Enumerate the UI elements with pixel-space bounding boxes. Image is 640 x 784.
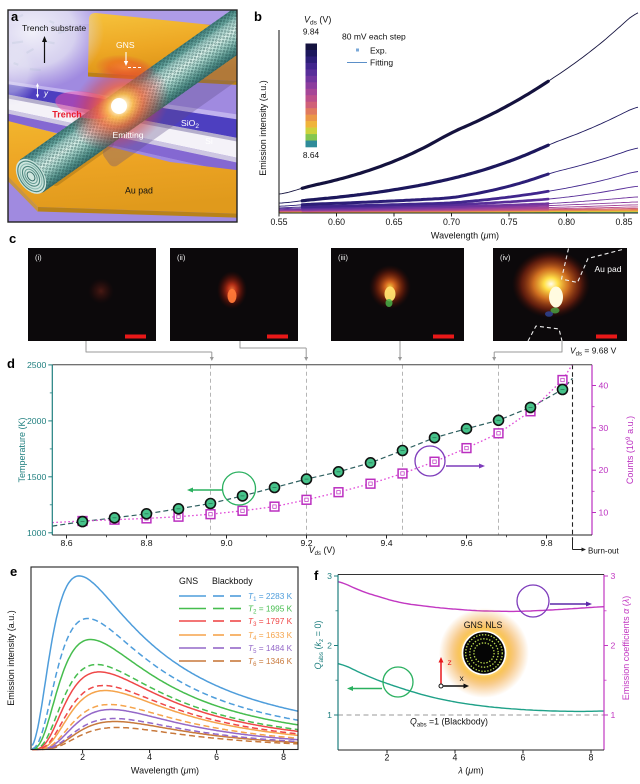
svg-text:T5 = 1484 K: T5 = 1484 K: [248, 643, 293, 655]
svg-text:9.8: 9.8: [540, 538, 552, 548]
svg-text:3: 3: [327, 571, 332, 581]
svg-text:4: 4: [453, 753, 458, 763]
svg-text:1000: 1000: [27, 528, 46, 538]
svg-text:Emission intensity (a.u.): Emission intensity (a.u.): [258, 80, 268, 176]
svg-text:6: 6: [521, 753, 526, 763]
svg-text:8: 8: [589, 753, 594, 763]
svg-text:2: 2: [80, 752, 85, 762]
svg-text:Wavelength (μm): Wavelength (μm): [431, 231, 499, 241]
svg-text:4: 4: [147, 752, 152, 762]
svg-text:8.6: 8.6: [60, 538, 72, 548]
svg-text:8.64: 8.64: [303, 150, 320, 160]
svg-text:8.8: 8.8: [140, 538, 152, 548]
svg-text:8: 8: [281, 752, 286, 762]
svg-text:0.55: 0.55: [270, 217, 287, 227]
svg-text:Emission coefficients α (λ): Emission coefficients α (λ): [621, 596, 631, 700]
svg-text:(iii): (iii): [338, 253, 348, 262]
svg-text:Qabs =1 (Blackbody): Qabs =1 (Blackbody): [410, 717, 488, 729]
svg-text:d: d: [7, 356, 15, 371]
svg-text:f: f: [314, 568, 319, 583]
svg-text:GNS NLS: GNS NLS: [464, 620, 503, 630]
svg-text:2: 2: [611, 641, 616, 651]
svg-text:9.4: 9.4: [380, 538, 392, 548]
svg-text:9.0: 9.0: [220, 538, 232, 548]
svg-text:λ (μm): λ (μm): [457, 766, 483, 776]
svg-text:Emission intensity (a.u.): Emission intensity (a.u.): [6, 610, 16, 706]
svg-text:e: e: [10, 564, 17, 579]
svg-text:Qabs (kz = 0): Qabs (kz = 0): [313, 620, 325, 669]
svg-text:9.2: 9.2: [300, 538, 312, 548]
svg-text:0.80: 0.80: [558, 217, 575, 227]
svg-text:y: y: [43, 89, 49, 98]
svg-text:(i): (i): [35, 253, 42, 262]
svg-text:Trench substrate: Trench substrate: [22, 23, 86, 33]
svg-text:x: x: [460, 673, 465, 683]
svg-text:Exp.: Exp.: [370, 46, 387, 56]
svg-text:10: 10: [599, 508, 609, 518]
svg-text:c: c: [9, 231, 16, 246]
svg-text:T1 = 2283 K: T1 = 2283 K: [248, 591, 293, 603]
svg-text:2: 2: [327, 641, 332, 651]
svg-text:Si: Si: [205, 136, 213, 146]
svg-text:80 mV each step: 80 mV each step: [342, 32, 406, 42]
svg-text:Trench: Trench: [52, 110, 82, 120]
svg-text:9.6: 9.6: [460, 538, 472, 548]
svg-text:z: z: [448, 657, 452, 667]
svg-text:Burn-out: Burn-out: [588, 547, 619, 556]
svg-text:a: a: [11, 9, 19, 24]
svg-text:GNS: GNS: [179, 576, 198, 586]
svg-text:20: 20: [599, 465, 609, 475]
svg-text:2000: 2000: [27, 416, 46, 426]
svg-text:T2 = 1995 K: T2 = 1995 K: [248, 604, 293, 616]
svg-text:Vds (V): Vds (V): [304, 15, 331, 27]
svg-text:2: 2: [385, 753, 390, 763]
svg-text:T6 = 1346 K: T6 = 1346 K: [248, 656, 293, 668]
svg-text:0.60: 0.60: [328, 217, 345, 227]
svg-text:Fitting: Fitting: [370, 58, 393, 68]
svg-text:Au pad: Au pad: [595, 264, 622, 274]
svg-text:0.70: 0.70: [443, 217, 460, 227]
svg-text:0.65: 0.65: [385, 217, 402, 227]
svg-text:Vds (V): Vds (V): [309, 545, 335, 557]
svg-text:SiO2: SiO2: [181, 118, 199, 130]
svg-text:0.75: 0.75: [500, 217, 517, 227]
svg-text:(iv): (iv): [500, 253, 511, 262]
svg-text:T4 = 1633 K: T4 = 1633 K: [248, 630, 293, 642]
svg-text:1500: 1500: [27, 472, 46, 482]
svg-text:0.85: 0.85: [615, 217, 632, 227]
svg-text:(ii): (ii): [177, 253, 186, 262]
svg-text:Temperature (K): Temperature (K): [17, 417, 27, 482]
svg-text:1: 1: [611, 710, 616, 720]
svg-text:T3 = 1797 K: T3 = 1797 K: [248, 616, 293, 628]
svg-text:40: 40: [599, 381, 609, 391]
svg-text:Wavelength (μm): Wavelength (μm): [131, 766, 199, 776]
svg-text:2500: 2500: [27, 360, 46, 370]
svg-text:b: b: [254, 9, 262, 24]
svg-text:GNS: GNS: [116, 40, 135, 50]
svg-text:Vds = 9.68 V: Vds = 9.68 V: [570, 346, 617, 358]
svg-text:6: 6: [214, 752, 219, 762]
svg-text:30: 30: [599, 423, 609, 433]
svg-text:Emitting: Emitting: [112, 130, 143, 140]
svg-text:Blackbody: Blackbody: [212, 576, 253, 586]
svg-text:9.84: 9.84: [303, 27, 320, 37]
svg-text:Counts (109 a.u.): Counts (109 a.u.): [625, 416, 635, 484]
svg-text:1: 1: [327, 710, 332, 720]
svg-text:3: 3: [611, 571, 616, 581]
svg-text:Au pad: Au pad: [125, 186, 153, 196]
